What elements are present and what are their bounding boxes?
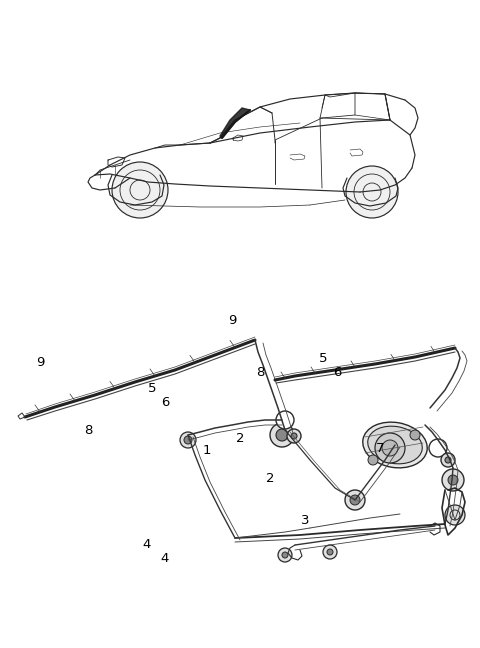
Circle shape [278, 548, 292, 562]
Text: 4: 4 [143, 538, 151, 551]
Circle shape [368, 455, 378, 465]
Ellipse shape [368, 426, 422, 464]
Text: 2: 2 [266, 472, 274, 485]
Text: 3: 3 [301, 513, 309, 526]
Text: 2: 2 [236, 432, 244, 445]
Text: 1: 1 [203, 443, 211, 456]
Circle shape [282, 552, 288, 558]
Circle shape [287, 429, 301, 443]
Circle shape [350, 495, 360, 505]
Circle shape [323, 545, 337, 559]
Circle shape [410, 430, 420, 440]
Circle shape [270, 423, 294, 447]
Text: 9: 9 [228, 314, 236, 327]
Circle shape [382, 440, 398, 456]
Circle shape [180, 432, 196, 448]
Ellipse shape [363, 422, 427, 468]
Text: 7: 7 [376, 441, 384, 454]
Circle shape [184, 436, 192, 444]
Text: 6: 6 [333, 365, 341, 378]
Text: 5: 5 [319, 351, 327, 364]
Circle shape [327, 549, 333, 555]
Circle shape [276, 429, 288, 441]
Circle shape [445, 457, 451, 463]
Text: 9: 9 [36, 356, 44, 369]
Circle shape [445, 505, 465, 525]
Text: 4: 4 [161, 551, 169, 564]
Circle shape [346, 166, 398, 218]
Text: 6: 6 [161, 395, 169, 408]
Circle shape [276, 411, 294, 429]
Circle shape [441, 453, 455, 467]
Circle shape [112, 162, 168, 218]
Text: 8: 8 [84, 424, 92, 437]
Polygon shape [220, 108, 250, 138]
Text: 8: 8 [256, 365, 264, 378]
Circle shape [375, 433, 405, 463]
Circle shape [429, 439, 447, 457]
Circle shape [291, 433, 297, 439]
Text: 5: 5 [148, 382, 156, 395]
Circle shape [448, 475, 458, 485]
Circle shape [345, 490, 365, 510]
Circle shape [442, 469, 464, 491]
